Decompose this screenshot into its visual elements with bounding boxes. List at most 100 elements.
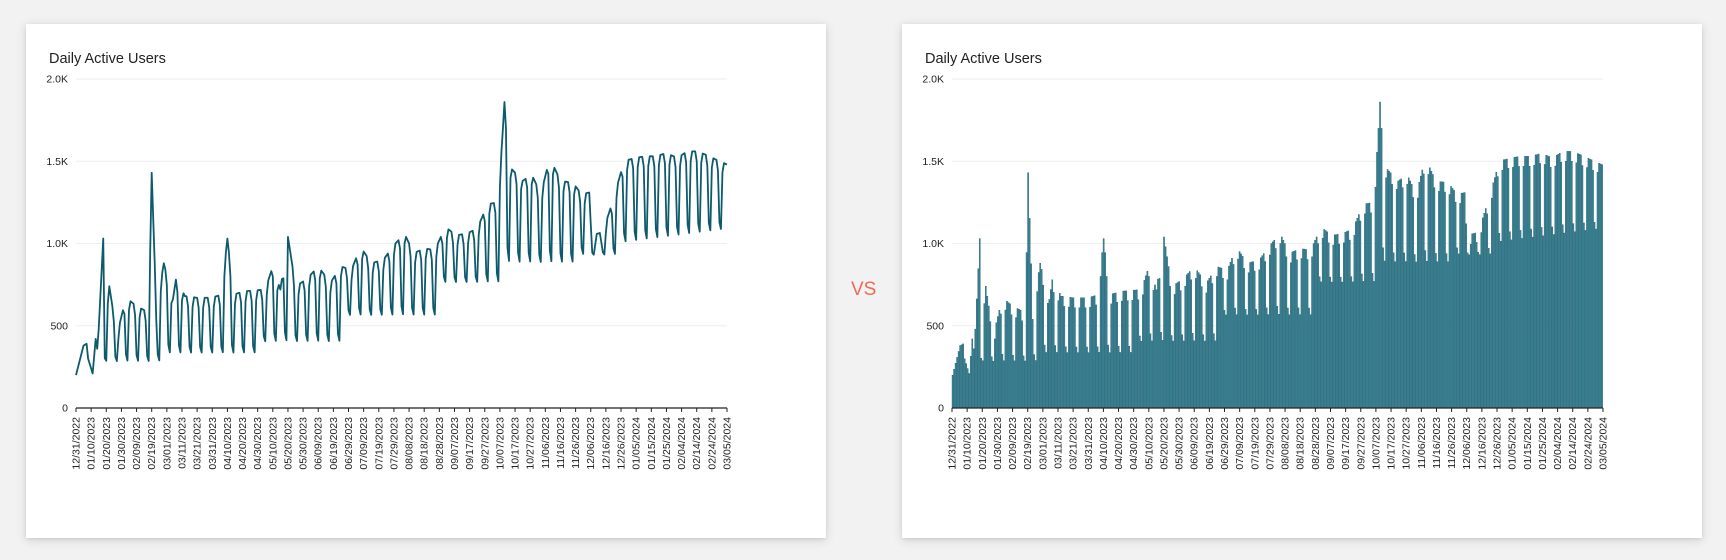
bar — [1462, 192, 1464, 409]
bar — [1595, 228, 1597, 409]
bar — [1407, 177, 1410, 409]
bar — [1509, 231, 1511, 409]
bar — [1587, 158, 1590, 409]
bar — [969, 356, 972, 409]
x-tick-label: 03/21/2023 — [192, 417, 204, 470]
bar — [1358, 214, 1360, 409]
bar — [1253, 270, 1256, 409]
bar — [977, 268, 980, 409]
bar — [1130, 352, 1132, 409]
bar — [1429, 167, 1431, 409]
x-tick-label: 11/06/2023 — [540, 417, 552, 469]
bar — [1096, 346, 1099, 409]
bar — [1324, 230, 1327, 409]
bar — [1477, 252, 1479, 409]
bar — [1039, 263, 1041, 409]
bar — [1222, 278, 1224, 409]
bar — [1134, 289, 1137, 409]
x-tick-label: 02/19/2023 — [146, 417, 158, 470]
vs-label: VS — [851, 279, 877, 300]
bar — [1371, 273, 1374, 409]
x-tick-label: 10/07/2023 — [1370, 417, 1382, 470]
bar — [1068, 306, 1070, 409]
bar — [1314, 240, 1316, 409]
bar — [1142, 294, 1144, 409]
bar — [953, 369, 955, 409]
bar — [985, 286, 987, 409]
x-tick-label: 05/10/2023 — [1143, 417, 1155, 470]
bar — [1486, 213, 1489, 409]
bar — [1356, 217, 1359, 409]
bar — [982, 360, 984, 409]
bar — [1137, 299, 1140, 409]
bar — [1397, 180, 1399, 409]
x-tick-label: 09/17/2023 — [1340, 417, 1352, 470]
bar — [1010, 314, 1013, 409]
bar — [979, 238, 981, 409]
bar — [1214, 340, 1217, 409]
bar — [1063, 306, 1066, 409]
bar — [1454, 201, 1457, 409]
bar — [1062, 296, 1064, 409]
x-tick-label: 03/11/2023 — [1052, 417, 1064, 469]
bar — [1205, 292, 1208, 409]
bar — [1343, 242, 1345, 409]
bar — [1072, 297, 1075, 409]
bar — [1439, 181, 1442, 409]
bar — [1317, 243, 1319, 409]
bar — [1539, 163, 1541, 409]
bar — [1208, 278, 1211, 409]
bar — [1069, 297, 1072, 409]
bar — [1195, 278, 1197, 409]
bar — [1056, 352, 1058, 409]
bar — [1025, 252, 1028, 409]
bar — [1518, 166, 1520, 409]
x-tick-label: 02/09/2023 — [131, 417, 143, 470]
x-tick-label: 11/06/2023 — [1416, 417, 1428, 469]
bar — [951, 374, 954, 409]
bar — [1497, 176, 1499, 409]
bar — [1228, 265, 1230, 409]
x-tick-label: 10/27/2023 — [525, 417, 537, 470]
x-tick-label: 01/20/2023 — [101, 417, 113, 470]
bar — [1065, 346, 1067, 409]
bar — [1119, 352, 1121, 409]
bar — [1503, 159, 1505, 409]
bar — [1457, 253, 1460, 409]
bar — [1111, 293, 1114, 409]
bar — [1459, 203, 1461, 409]
bar — [1391, 184, 1393, 409]
y-tick-label: 1.0K — [922, 238, 944, 250]
bar — [1574, 231, 1576, 409]
bar — [1500, 241, 1502, 409]
bar — [1202, 334, 1205, 409]
x-tick-label: 07/09/2023 — [1234, 417, 1246, 470]
bar — [1187, 272, 1189, 409]
bar — [1075, 346, 1078, 409]
bar — [954, 363, 957, 409]
bar — [1080, 297, 1082, 409]
x-tick-label: 04/10/2023 — [222, 417, 234, 470]
bar — [1563, 232, 1566, 409]
bar — [1480, 232, 1482, 409]
bar — [1427, 174, 1430, 409]
x-tick-label: 12/16/2023 — [600, 417, 612, 470]
bar — [1524, 156, 1526, 409]
bar — [1246, 314, 1248, 409]
bar — [1406, 184, 1408, 409]
bar — [1290, 262, 1292, 409]
bar — [968, 373, 970, 409]
bar — [1027, 172, 1029, 409]
bar — [1081, 297, 1084, 409]
bar — [1471, 233, 1473, 409]
bar — [991, 356, 993, 409]
x-tick-label: 04/30/2023 — [252, 417, 264, 470]
bar — [1368, 202, 1371, 409]
bar — [1554, 165, 1557, 409]
bar — [971, 338, 973, 409]
bar — [1048, 299, 1051, 409]
bar — [1120, 300, 1123, 409]
bar — [1379, 101, 1381, 409]
bar — [1275, 248, 1277, 409]
